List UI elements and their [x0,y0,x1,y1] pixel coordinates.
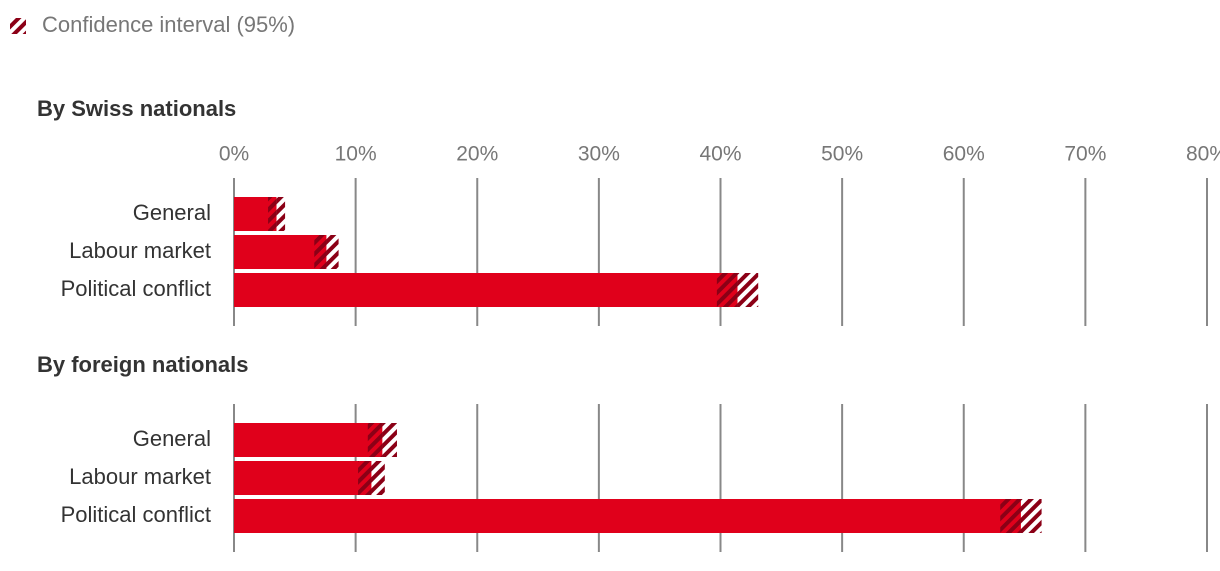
category-label: Political conflict [61,502,211,527]
ci-upper [326,235,339,269]
ci-lower [716,273,738,307]
ci-lower [358,461,372,495]
ci-upper [371,461,385,495]
ci-upper [1020,499,1042,533]
ci-lower [367,423,383,457]
category-label: Labour market [69,464,211,489]
x-tick-label: 40% [699,143,741,166]
legend-label: Confidence interval (95%) [42,12,295,37]
category-label: Labour market [69,238,211,263]
panel-title: By Swiss nationals [37,96,236,121]
category-label: General [133,200,211,225]
bar [234,461,372,495]
ci-upper [382,423,397,457]
bar [234,499,1021,533]
bar [234,423,383,457]
x-tick-label: 10% [335,143,377,166]
legend-icon [10,18,26,34]
x-tick-label: 20% [456,143,498,166]
ci-lower [268,197,277,231]
category-label: General [133,426,211,451]
panel-title: By foreign nationals [37,352,248,377]
bar [234,273,738,307]
x-tick-label: 50% [821,143,863,166]
x-tick-label: 30% [578,143,620,166]
ci-lower [1000,499,1021,533]
x-tick-label: 80% [1186,143,1220,166]
category-label: Political conflict [61,276,211,301]
x-tick-label: 0% [219,143,249,166]
ci-upper [276,197,286,231]
bar [234,235,327,269]
ci-upper [737,273,759,307]
x-tick-label: 70% [1064,143,1106,166]
x-tick-label: 60% [943,143,985,166]
ci-lower [314,235,327,269]
